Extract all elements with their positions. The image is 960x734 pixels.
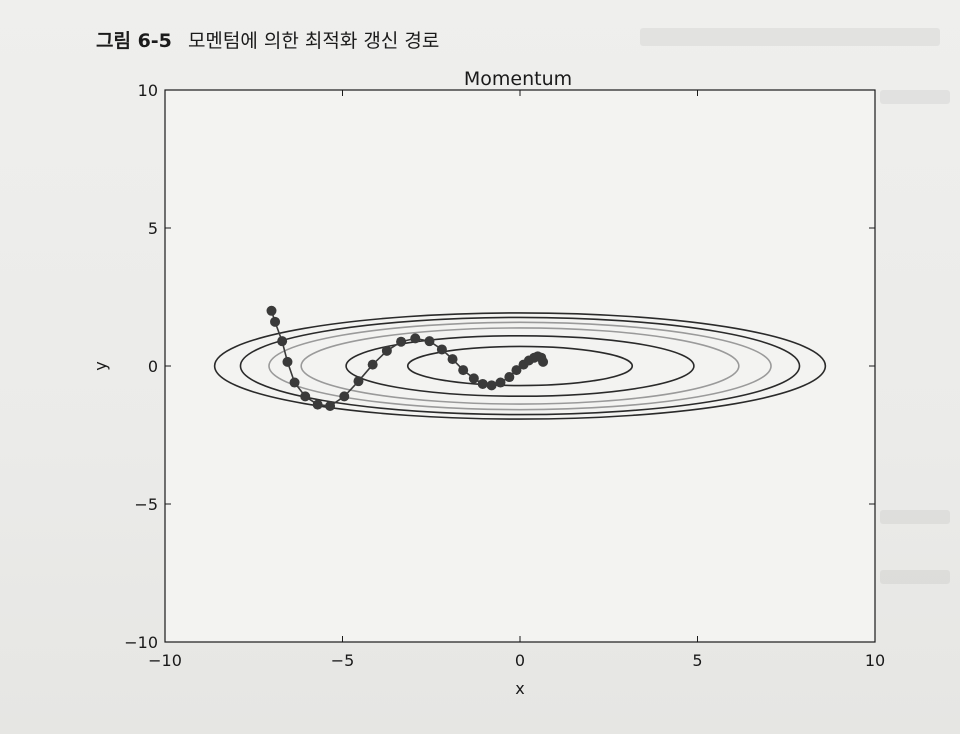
x-tick-label: 10 [865, 651, 885, 670]
y-tick-label: 5 [148, 219, 158, 238]
path-point [436, 344, 447, 355]
path-point [410, 333, 421, 344]
y-tick-label: −10 [124, 633, 158, 652]
chart-title: Momentum [464, 68, 572, 90]
path-point [447, 354, 458, 365]
path-point [353, 376, 364, 387]
path-point [468, 373, 479, 384]
path-point [458, 365, 469, 376]
bleed-through-text [640, 28, 940, 46]
path-point [511, 365, 522, 376]
x-axis-ticks: −10 −5 0 5 10 [148, 90, 885, 670]
figure-number: 그림 6-5 [96, 30, 172, 52]
y-tick-label: −5 [134, 495, 158, 514]
path-point [424, 336, 435, 347]
optimization-path [266, 305, 549, 412]
path-point [266, 305, 277, 316]
path-point [538, 356, 549, 367]
contour-line [268, 321, 772, 411]
path-point [396, 336, 407, 347]
path-point [325, 401, 336, 412]
path-point [300, 391, 311, 402]
y-tick-label: 0 [148, 357, 158, 376]
path-point [381, 345, 392, 356]
path-point [289, 377, 300, 388]
x-tick-label: 5 [692, 651, 702, 670]
contour-line [213, 312, 827, 420]
x-tick-label: 0 [515, 651, 525, 670]
y-axis-label: y [91, 361, 110, 370]
path-point [270, 316, 281, 327]
x-tick-label: −10 [148, 651, 182, 670]
path-point [277, 336, 288, 347]
figure-caption-text: 모멘텀에 의한 최적화 갱신 경로 [187, 30, 440, 52]
contour-line [300, 327, 740, 405]
contour-lines [213, 312, 827, 420]
path-point [486, 380, 497, 391]
path-point [495, 377, 506, 388]
contour-line [406, 345, 634, 387]
contour-line [239, 316, 801, 416]
path-point [282, 356, 293, 367]
contour-line [345, 334, 695, 398]
y-tick-label: 10 [138, 81, 158, 100]
path-point [504, 372, 515, 383]
path-point [367, 359, 378, 370]
path-point [312, 399, 323, 410]
bleed-through-text [880, 510, 950, 524]
path-point [477, 378, 488, 389]
path-point [339, 391, 350, 402]
x-axis-label: x [515, 679, 524, 698]
bleed-through-text [880, 90, 950, 104]
y-axis-ticks: −10 −5 0 5 10 [124, 81, 875, 652]
bleed-through-text [880, 570, 950, 584]
x-tick-label: −5 [331, 651, 355, 670]
figure-caption: 그림 6-5 모멘텀에 의한 최적화 갱신 경로 [96, 28, 439, 54]
